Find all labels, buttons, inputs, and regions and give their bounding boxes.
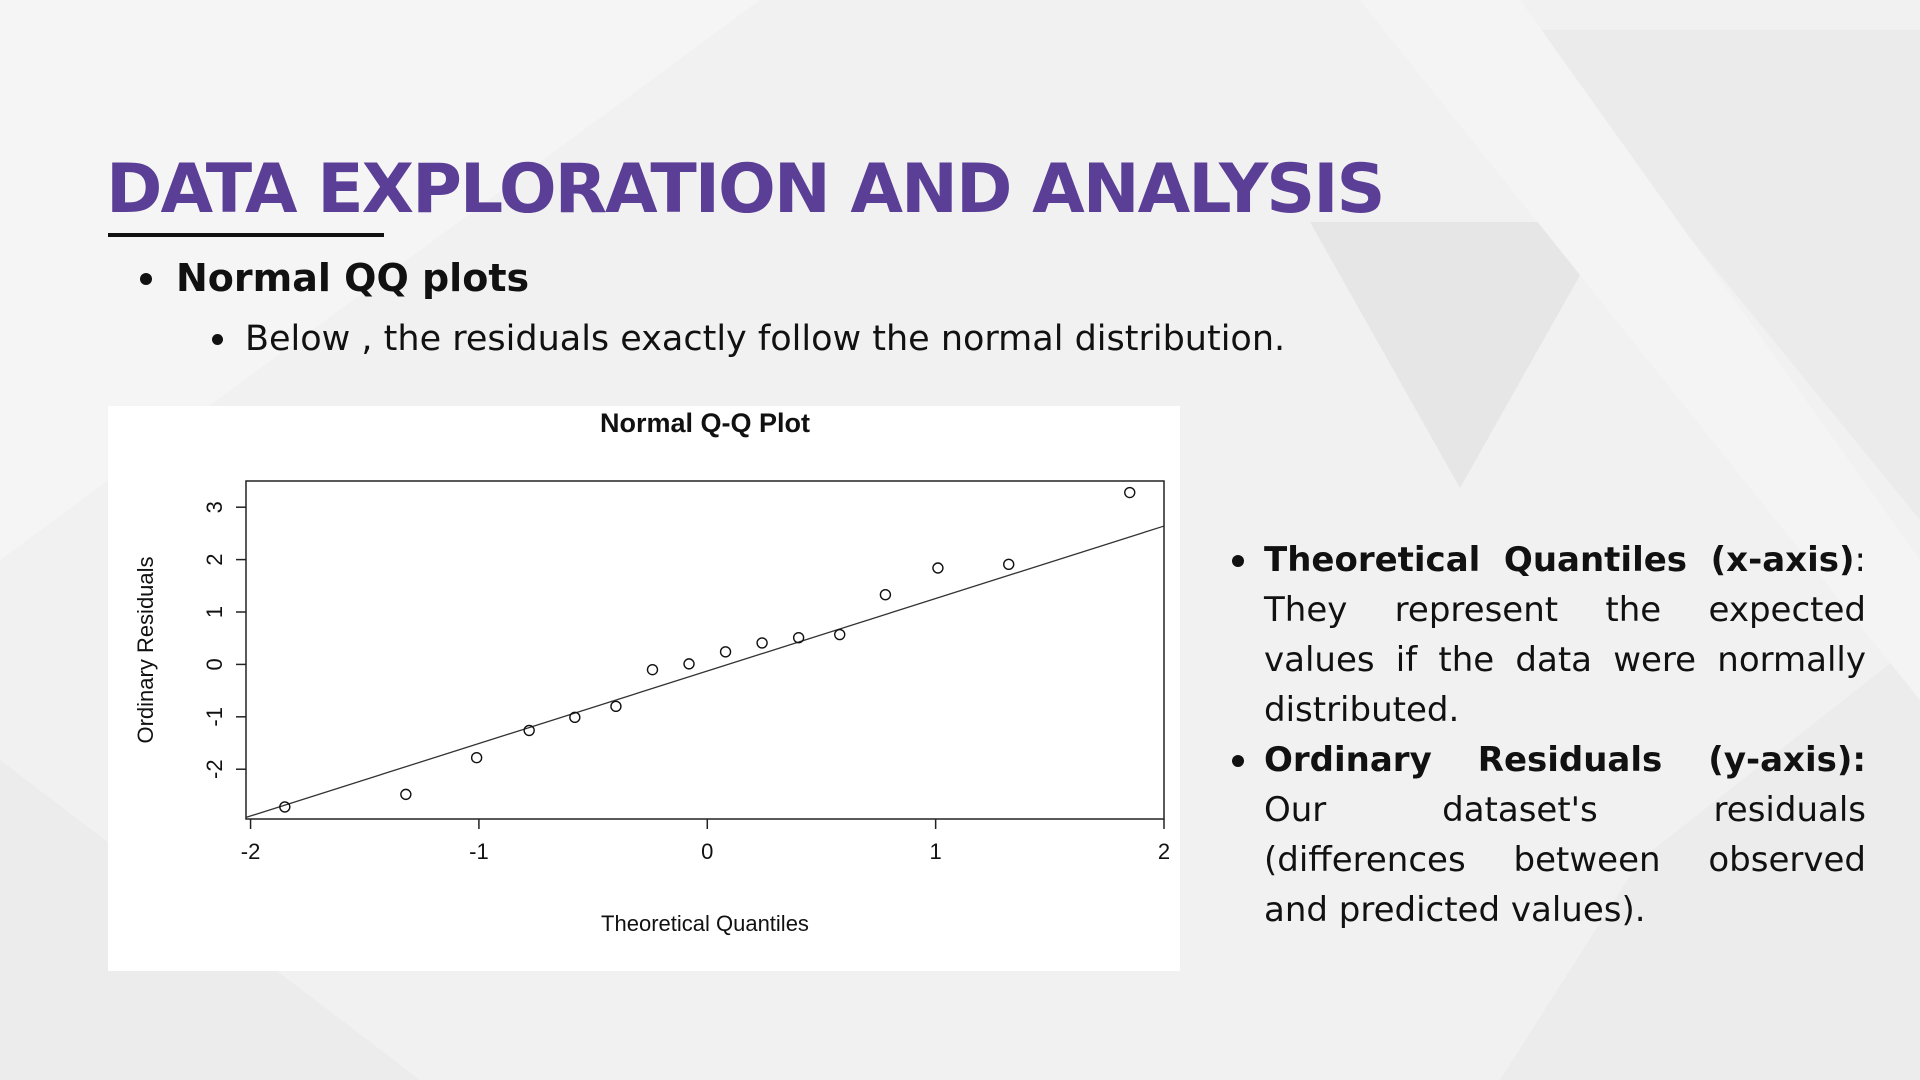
chart-title: Normal Q-Q Plot bbox=[600, 408, 810, 438]
y-tick-label: -2 bbox=[202, 759, 227, 779]
qq-point bbox=[719, 646, 732, 658]
x-tick-label: -1 bbox=[469, 839, 489, 864]
qq-point bbox=[879, 589, 892, 601]
explanation-term: Theoretical Quantiles (x-axis) bbox=[1264, 540, 1855, 580]
explanation-text: They represent the expected values if th… bbox=[1264, 590, 1866, 730]
explanation-term: Ordinary Residuals (y-axis): bbox=[1264, 740, 1866, 780]
qq-point bbox=[523, 724, 535, 737]
qq-point bbox=[792, 631, 805, 644]
sub-bullet-residuals: Below , the residuals exactly follow the… bbox=[245, 319, 1286, 359]
y-tick-label: 1 bbox=[202, 606, 227, 618]
x-tick-label: 2 bbox=[1158, 839, 1170, 864]
qq-plot: Normal Q-Q Plot -2 -1 0 1 2 -2 -1 0 1 2 3 Theoreti… bbox=[133, 408, 1170, 936]
qq-point bbox=[646, 663, 659, 676]
qq-point bbox=[1124, 486, 1136, 499]
qq-point bbox=[279, 801, 291, 813]
explanation-text: Our dataset's residuals (differences bet… bbox=[1264, 790, 1866, 930]
sub-bullet-dot bbox=[212, 334, 223, 345]
x-tick-label: 1 bbox=[930, 839, 942, 864]
y-tick-label: 2 bbox=[202, 553, 227, 565]
y-tick-label: -1 bbox=[202, 707, 227, 727]
explanation-y-axis: Ordinary Residuals (y-axis): Our dataset… bbox=[1230, 735, 1866, 935]
plot-frame bbox=[245, 480, 1165, 820]
qq-point bbox=[932, 562, 944, 574]
x-tick-label: -2 bbox=[241, 839, 261, 864]
qq-point bbox=[756, 637, 768, 649]
bullet-dot bbox=[1232, 755, 1244, 767]
qq-point bbox=[470, 751, 483, 764]
y-tick-label: 3 bbox=[202, 501, 227, 513]
qq-plot-card: Normal Q-Q Plot -2 -1 0 1 2 -2 -1 0 1 2 3 Theoreti… bbox=[108, 406, 1180, 971]
qq-point bbox=[834, 628, 846, 641]
bullet-dot bbox=[1232, 555, 1244, 567]
qq-point bbox=[569, 711, 581, 724]
qq-point bbox=[400, 788, 412, 801]
qq-point bbox=[610, 700, 622, 713]
explanation-separator: : bbox=[1854, 540, 1866, 580]
slide-title: DATA EXPLORATION AND ANALYSIS bbox=[106, 150, 1385, 229]
axis-explanations: Theoretical Quantiles (x-axis): They rep… bbox=[1230, 535, 1866, 935]
qq-point bbox=[1003, 558, 1015, 571]
bullet-dot bbox=[140, 273, 152, 285]
x-axis-label: Theoretical Quantiles bbox=[601, 911, 809, 936]
y-axis-label: Ordinary Residuals bbox=[133, 556, 158, 743]
y-tick-label: 0 bbox=[202, 658, 227, 670]
bullet-normal-qq-plots: Normal QQ plots bbox=[176, 256, 530, 300]
title-underline bbox=[108, 233, 384, 237]
qq-reference-line bbox=[245, 525, 1165, 819]
x-tick-label: 0 bbox=[701, 839, 713, 864]
qq-point bbox=[683, 658, 695, 670]
explanation-x-axis: Theoretical Quantiles (x-axis): They rep… bbox=[1230, 535, 1866, 735]
